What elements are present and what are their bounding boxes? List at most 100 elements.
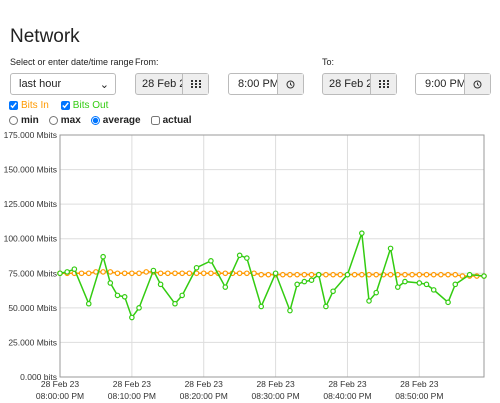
data-point (452, 281, 459, 288)
to-time-value: 9:00 PM (425, 78, 466, 90)
data-point (323, 303, 329, 310)
data-point (294, 271, 300, 278)
radio[interactable] (48, 116, 58, 125)
toggle-bits-in[interactable]: Bits In (9, 100, 49, 111)
from-date-value: 28 Feb 2 (142, 78, 186, 90)
data-point (64, 269, 70, 275)
data-point (107, 269, 114, 275)
data-point (236, 270, 243, 277)
data-point (344, 271, 351, 278)
y-tick-label: 150.000 Mbits (4, 165, 57, 175)
calendar-button[interactable] (370, 74, 396, 94)
from-time[interactable]: 8:00 PM (228, 73, 304, 95)
mode-label: actual (162, 115, 192, 126)
checkbox[interactable] (60, 101, 70, 110)
mode-max[interactable]: max (48, 115, 81, 126)
data-point (57, 270, 63, 277)
data-point (394, 284, 401, 290)
data-point (172, 270, 178, 277)
data-point (136, 270, 142, 277)
data-point (459, 273, 466, 279)
to-date-value: 28 Feb 2 (329, 78, 373, 90)
from-time-value: 8:00 PM (238, 78, 279, 90)
data-point (85, 300, 92, 307)
data-point (121, 293, 128, 300)
data-point (416, 280, 423, 286)
data-point (100, 269, 106, 275)
range-value: last hour (19, 78, 62, 90)
data-point (129, 270, 135, 277)
clock-button[interactable] (464, 74, 490, 94)
to-label: To: (322, 57, 335, 67)
data-point (315, 271, 322, 278)
radio[interactable] (90, 116, 100, 125)
data-point (366, 298, 372, 304)
x-tick-label: 08:30:00 PM (251, 391, 299, 401)
data-point (402, 278, 408, 285)
data-point (373, 289, 380, 296)
page-title: Network (10, 26, 80, 47)
data-point (438, 271, 444, 278)
mode-label: min (21, 115, 39, 126)
data-point (351, 271, 358, 278)
y-tick-label: 0.000 bits (20, 372, 57, 382)
from-date[interactable]: 28 Feb 2 (135, 73, 209, 95)
data-point (100, 253, 106, 260)
legend-label: Bits Out (72, 100, 109, 111)
data-point (323, 271, 329, 278)
data-point (287, 271, 293, 278)
checkbox[interactable] (9, 101, 18, 110)
to-time[interactable]: 9:00 PM (415, 73, 491, 95)
y-tick-label: 125.000 Mbits (4, 199, 57, 209)
data-point (258, 303, 265, 310)
data-point (78, 270, 85, 277)
radio[interactable] (9, 116, 18, 125)
legend-label: Bits In (21, 100, 49, 111)
x-tick-label: 28 Feb 23 (328, 379, 367, 389)
data-point (330, 271, 336, 278)
data-point (222, 284, 229, 290)
data-point (164, 270, 171, 277)
clock-button[interactable] (277, 74, 303, 94)
data-point (208, 258, 214, 264)
dropdown-arrow: ⌄ (99, 78, 109, 91)
data-point (71, 266, 78, 272)
data-point (359, 271, 365, 278)
data-point (272, 270, 279, 277)
series-toggles: Bits In Bits Out (9, 100, 108, 111)
x-tick-label: 28 Feb 23 (400, 379, 439, 389)
data-point (373, 271, 380, 278)
data-point (129, 314, 135, 321)
data-point (200, 270, 207, 277)
clock-icon (473, 80, 482, 88)
data-point (330, 288, 336, 295)
toggle-bits-out[interactable]: Bits Out (60, 100, 109, 111)
data-point (430, 271, 437, 278)
range-select[interactable]: last hour ⌄ (10, 73, 116, 95)
mode-average[interactable]: average (90, 115, 141, 126)
data-point (258, 271, 265, 278)
data-point (244, 255, 250, 261)
x-tick-label: 08:10:00 PM (108, 391, 156, 401)
data-point (423, 281, 430, 288)
data-point (445, 271, 451, 278)
mode-actual[interactable]: actual (150, 115, 192, 126)
data-point (121, 270, 128, 277)
data-point (301, 271, 308, 278)
data-point (416, 271, 423, 278)
calendar-button[interactable] (182, 74, 208, 94)
x-tick-label: 28 Feb 23 (113, 379, 152, 389)
data-point (172, 300, 178, 307)
data-point (301, 278, 308, 285)
mode-min[interactable]: min (9, 115, 39, 126)
data-point (244, 270, 250, 277)
data-point (114, 270, 121, 277)
plot-border (59, 134, 485, 378)
data-point (481, 273, 487, 279)
data-point (308, 271, 315, 278)
x-tick-label: 08:00:00 PM (36, 391, 84, 401)
checkbox[interactable] (150, 116, 160, 125)
clock-icon (286, 80, 295, 88)
to-date[interactable]: 28 Feb 2 (322, 73, 397, 95)
